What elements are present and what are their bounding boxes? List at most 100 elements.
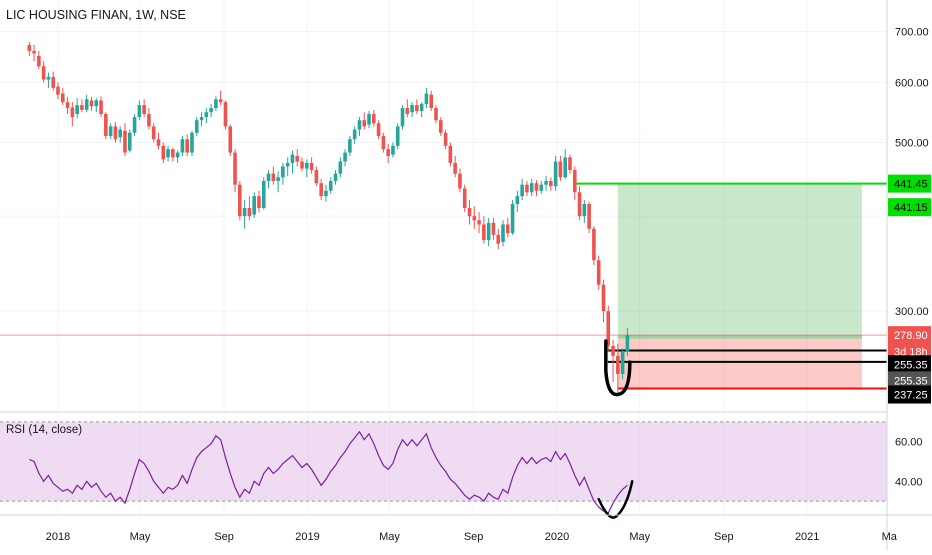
candle-body xyxy=(147,114,151,127)
candle-body xyxy=(266,173,271,181)
candle-body xyxy=(190,132,194,153)
candle-body xyxy=(395,126,400,146)
price-axis-label-bg xyxy=(888,174,931,193)
candle-body xyxy=(620,352,625,374)
candle-body xyxy=(625,335,630,353)
time-tick-label: Sep xyxy=(464,531,484,543)
price-axis-label: 255.35 xyxy=(894,375,928,387)
candle-body xyxy=(520,184,524,197)
candle-body xyxy=(281,166,285,178)
candle-body xyxy=(84,99,89,110)
price-axis-label: 255.35 xyxy=(894,359,928,371)
price-axis-label: 278.90 xyxy=(894,330,928,342)
candle-body xyxy=(32,50,36,54)
candle-body xyxy=(247,208,252,217)
candle-body xyxy=(486,222,491,241)
candle-body xyxy=(27,44,32,51)
candle-body xyxy=(529,183,534,193)
rsi-title: RSI (14, close) xyxy=(6,424,83,436)
candle-body xyxy=(285,162,290,167)
candles xyxy=(27,41,630,396)
candle-body xyxy=(410,105,414,113)
candle-body xyxy=(305,162,309,169)
candle-body xyxy=(180,139,185,153)
candle-body xyxy=(462,188,467,209)
open-profit-zone xyxy=(617,335,862,339)
candle-body xyxy=(563,157,568,178)
candle-body xyxy=(534,183,539,191)
candle-body xyxy=(218,99,223,103)
candle-body xyxy=(228,126,233,153)
time-tick-label: 2018 xyxy=(46,531,70,543)
candle-body xyxy=(510,204,515,234)
stop-zone xyxy=(617,338,862,389)
candle-body xyxy=(362,120,367,127)
candle-body xyxy=(51,76,56,88)
candle-body xyxy=(223,102,228,127)
candle-body xyxy=(94,100,99,107)
candle-body xyxy=(209,108,213,113)
candle-body xyxy=(601,284,606,312)
candle-body xyxy=(572,170,577,193)
rsi-pane xyxy=(0,411,932,519)
rsi-line xyxy=(29,430,628,514)
candle-body xyxy=(453,162,457,174)
time-tick-label: May xyxy=(379,531,400,543)
candle-body xyxy=(587,204,591,229)
price-axis-label-bg xyxy=(888,355,931,374)
candle-body xyxy=(238,184,242,217)
candle-body xyxy=(118,129,123,138)
rsi-tick-label: 40.00 xyxy=(895,476,923,488)
time-tick-label: Sep xyxy=(214,531,234,543)
candle-body xyxy=(161,145,166,160)
candle-body xyxy=(214,99,218,109)
candle-body xyxy=(242,208,247,217)
candle-body xyxy=(558,161,563,178)
candle-body xyxy=(496,234,501,244)
candle-body xyxy=(549,180,553,187)
time-tick-label: 2020 xyxy=(545,531,569,543)
candle-body xyxy=(46,76,51,80)
candle-body xyxy=(194,120,199,133)
candle-body xyxy=(472,216,477,221)
candle-body xyxy=(41,66,46,80)
candle-body xyxy=(405,108,410,115)
price-u-annotation xyxy=(604,339,632,397)
candle-body xyxy=(108,126,113,136)
candle-body xyxy=(132,117,137,133)
candle-body xyxy=(70,107,75,118)
candle-body xyxy=(400,108,405,127)
candle-body xyxy=(482,224,486,241)
time-tick-label: May xyxy=(629,531,650,543)
candle-body xyxy=(539,184,544,191)
price-axis-label-bg xyxy=(888,385,931,404)
candle-body xyxy=(443,132,448,146)
price-axis-label: 441.15 xyxy=(894,202,928,214)
candle-body xyxy=(477,220,481,225)
candle-body xyxy=(372,114,376,124)
candle-body xyxy=(175,152,180,158)
candle-body xyxy=(606,311,611,346)
price-tick-label: 300.00 xyxy=(895,306,929,318)
candle-body xyxy=(319,183,323,197)
candle-body xyxy=(577,192,582,217)
price-tick-label: 500.00 xyxy=(895,138,929,150)
candle-body xyxy=(467,208,472,217)
candle-body xyxy=(333,173,338,181)
candle-body xyxy=(596,260,601,285)
candle-body xyxy=(592,228,596,261)
candle-body xyxy=(142,105,146,115)
candle-body xyxy=(348,139,352,153)
candle-body xyxy=(386,149,390,156)
time-tick-label: Sep xyxy=(714,531,734,543)
candle-body xyxy=(80,105,84,110)
candle-body xyxy=(357,120,362,130)
candle-body xyxy=(391,145,395,155)
candle-body xyxy=(458,173,462,189)
candle-body xyxy=(582,204,587,217)
candle-body xyxy=(328,180,333,191)
candle-body xyxy=(544,180,548,185)
candle-body xyxy=(171,149,175,158)
